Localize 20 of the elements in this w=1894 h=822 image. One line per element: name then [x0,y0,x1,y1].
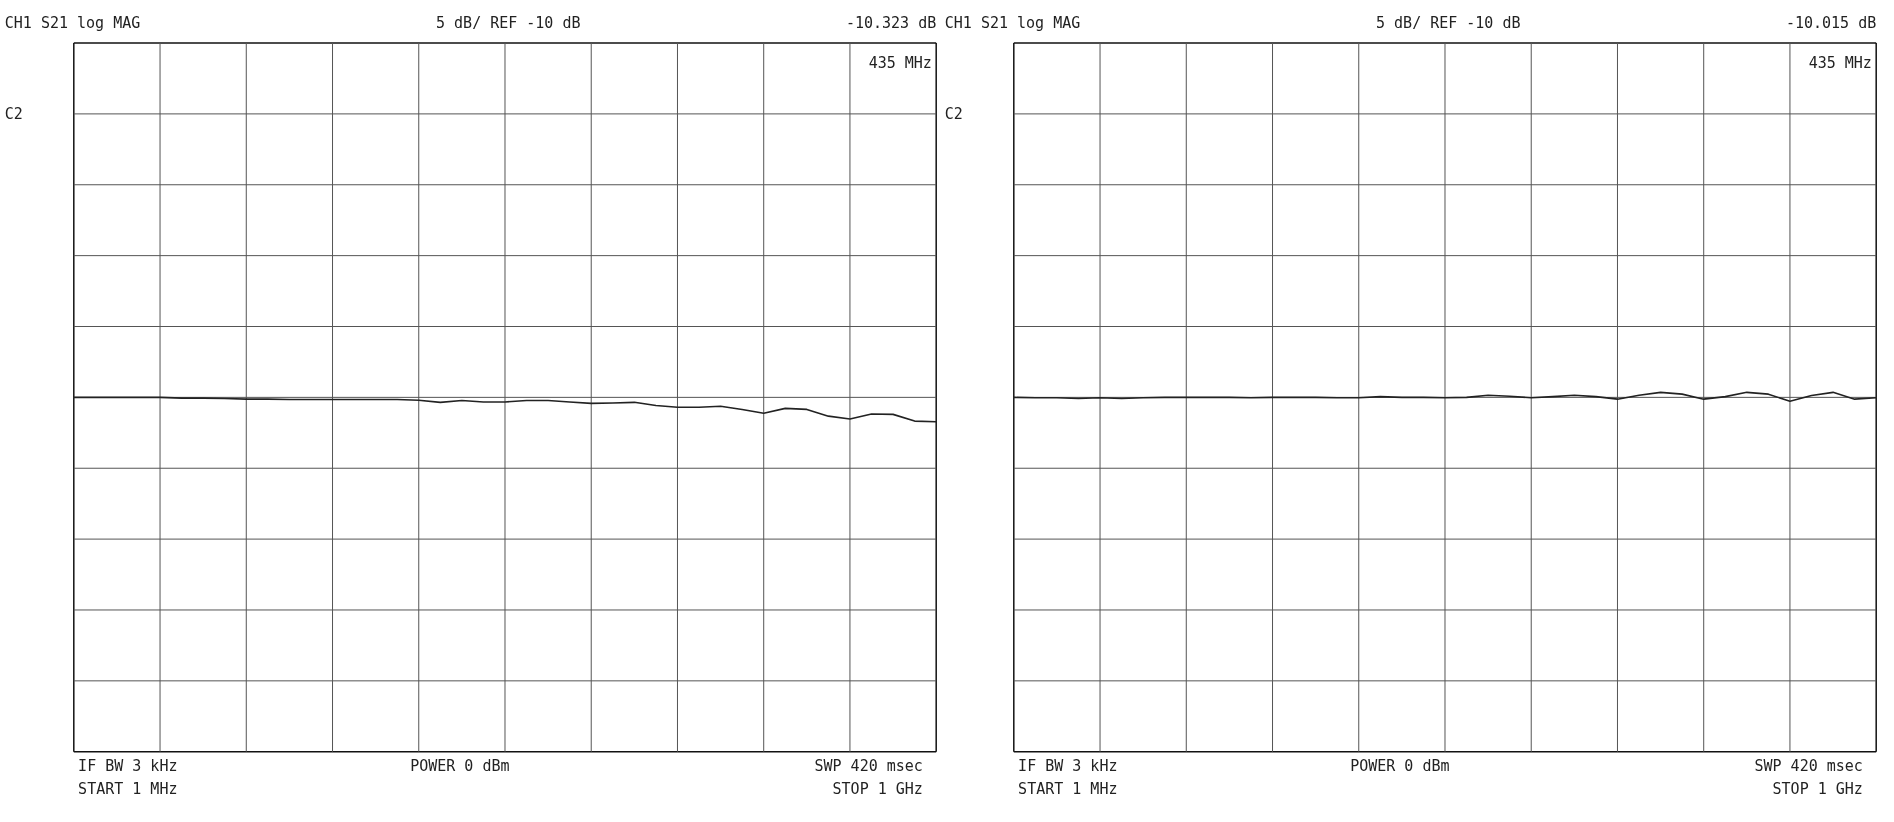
text: 435 MHz [868,53,932,72]
text: STOP 1 GHz [832,780,923,799]
text: STOP 1 GHz [1772,780,1863,799]
text: IF BW 3 kHz [1018,757,1118,776]
text: POWER 0 dBm [410,757,510,776]
text: POWER 0 dBm [1350,757,1450,776]
text: 5 dB/ REF -10 dB [1376,14,1521,33]
text: SWP 420 msec [1754,757,1863,776]
chart-title: CH1 S21 log MAG [944,14,1081,33]
text: C2 [944,104,963,123]
text: -10.323 dB [845,14,937,33]
text: START 1 MHz [1018,780,1118,799]
chart-title: CH1 S21 log MAG [4,14,141,33]
text: -10.015 dB [1785,14,1877,33]
text: 435 MHz [1808,53,1872,72]
text: C2 [4,104,23,123]
text: 5 dB/ REF -10 dB [436,14,581,33]
text: SWP 420 msec [814,757,923,776]
text: START 1 MHz [78,780,178,799]
text: IF BW 3 kHz [78,757,178,776]
